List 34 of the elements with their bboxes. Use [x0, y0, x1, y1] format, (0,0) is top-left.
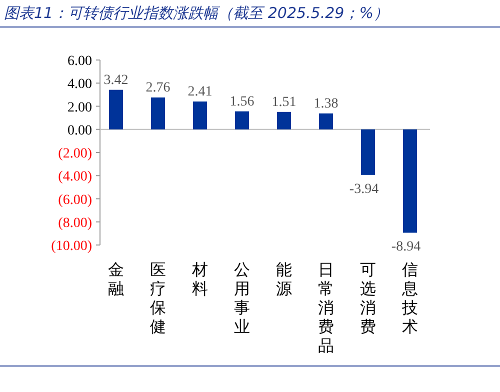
data-label: 2.76: [146, 80, 170, 96]
data-label: 1.38: [314, 96, 338, 112]
data-label: 1.56: [230, 94, 254, 110]
y-tick-label: 6.00: [68, 54, 92, 69]
x-tick-label: 金融: [108, 260, 124, 298]
bar: [319, 113, 333, 130]
data-label: -8.94: [391, 240, 421, 255]
x-tick-label: 能源: [276, 260, 292, 298]
data-label: 1.51: [272, 94, 296, 110]
y-tick-label: (6.00): [58, 192, 92, 208]
bar: [151, 97, 165, 130]
y-tick-label: (10.00): [51, 239, 92, 254]
data-label: 2.41: [188, 84, 212, 100]
bar: [193, 102, 207, 130]
bar: [361, 129, 375, 175]
data-label: 3.42: [104, 72, 128, 88]
chart-title: 图表11：可转债行业指数涨跌幅（截至 2025.5.29；%）: [4, 4, 388, 22]
x-tick-label: 材料: [191, 260, 208, 298]
x-tick-label: 可选消费: [360, 260, 376, 336]
x-tick-label: 公用事业: [234, 260, 250, 336]
y-tick-label: 2.00: [68, 100, 92, 116]
data-label: -3.94: [349, 182, 379, 197]
bar: [277, 112, 291, 130]
bar: [403, 129, 417, 233]
x-tick-label: 信息技术: [401, 260, 418, 336]
bar: [109, 90, 123, 130]
bar: [235, 111, 249, 130]
y-tick-label: (8.00): [58, 216, 92, 231]
y-tick-label: (4.00): [58, 170, 92, 185]
y-tick-label: 0.00: [68, 123, 92, 138]
y-tick-label: (2.00): [58, 146, 92, 162]
y-tick-label: 4.00: [68, 77, 92, 92]
x-tick-label: 日常消费品: [318, 260, 334, 355]
x-tick-label: 医疗保健: [150, 260, 166, 336]
